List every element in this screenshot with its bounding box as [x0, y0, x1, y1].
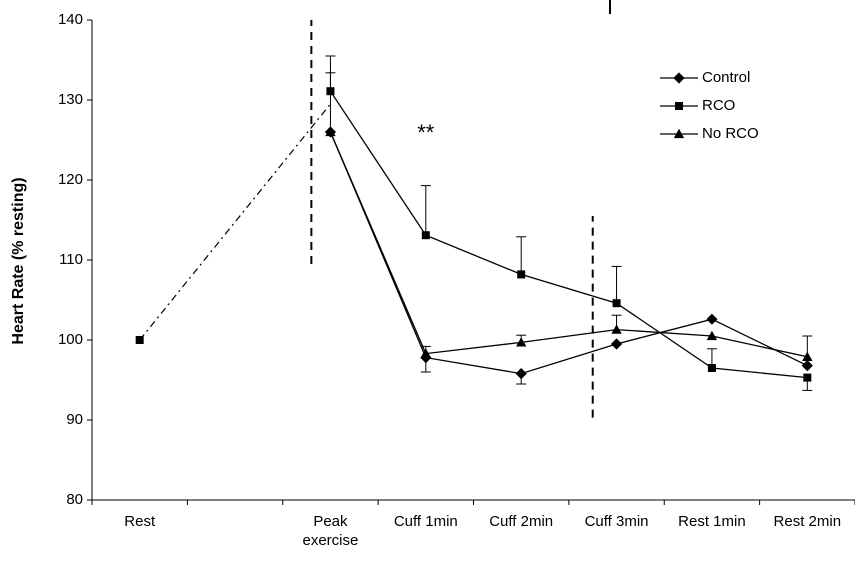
y-tick-label: 100	[58, 331, 83, 348]
data-point	[802, 351, 813, 361]
data-point	[803, 373, 812, 382]
x-tick-label: Cuff 3min	[585, 513, 649, 530]
data-point	[421, 231, 430, 240]
series-line	[329, 131, 808, 375]
dashed-markers	[310, 20, 594, 418]
x-tick-label: Peak	[313, 513, 348, 530]
x-tick-label: Rest 2min	[774, 513, 842, 530]
x-tick-label: Rest	[124, 513, 156, 530]
data-point	[611, 324, 622, 334]
y-tick-label: 110	[59, 251, 83, 268]
y-tick-label: 80	[66, 491, 83, 508]
data-point	[706, 313, 718, 325]
x-tick-label: exercise	[303, 532, 359, 549]
y-tick-label: 130	[58, 91, 83, 108]
data-point	[707, 364, 716, 372]
series-line	[329, 131, 808, 358]
data-point	[706, 330, 718, 341]
x-tick-label: Cuff 1min	[394, 513, 458, 530]
axes: 80 90 100 110 120 130 140 Rest Peak exercise Cuff …	[58, 11, 855, 549]
y-tick-label: 140	[58, 11, 83, 28]
y-tick-label: 120	[58, 171, 83, 188]
series-no-rco	[325, 72, 813, 361]
data-point	[515, 368, 527, 380]
series-line	[329, 90, 808, 379]
legend-item: Control	[660, 69, 750, 86]
series-rco	[325, 55, 813, 391]
legend-marker	[675, 102, 683, 110]
data-point	[801, 360, 813, 372]
series-group	[135, 55, 813, 391]
data-point	[515, 337, 527, 347]
legend-item: No RCO	[660, 125, 759, 142]
series-control	[324, 126, 813, 385]
legend-label: No RCO	[702, 125, 759, 142]
significance-annotation: **	[417, 120, 435, 145]
legend-marker	[673, 128, 685, 139]
legend: Control RCO No RCO	[660, 69, 759, 142]
data-point	[325, 126, 336, 137]
data-point	[420, 348, 432, 358]
legend-item: RCO	[660, 97, 735, 114]
legend-label: RCO	[702, 97, 735, 114]
rest-point	[135, 336, 144, 344]
y-tick-label: 90	[66, 411, 83, 428]
rest-to-peak-line	[139, 103, 331, 341]
data-point	[517, 270, 526, 279]
data-point	[612, 299, 621, 308]
legend-label: Control	[702, 69, 750, 86]
y-axis-label: Heart Rate (% resting)	[10, 177, 27, 344]
x-tick-label: Rest 1min	[678, 513, 746, 530]
x-tick-label: Cuff 2min	[489, 513, 553, 530]
legend-marker	[673, 72, 685, 84]
data-point	[610, 338, 623, 350]
